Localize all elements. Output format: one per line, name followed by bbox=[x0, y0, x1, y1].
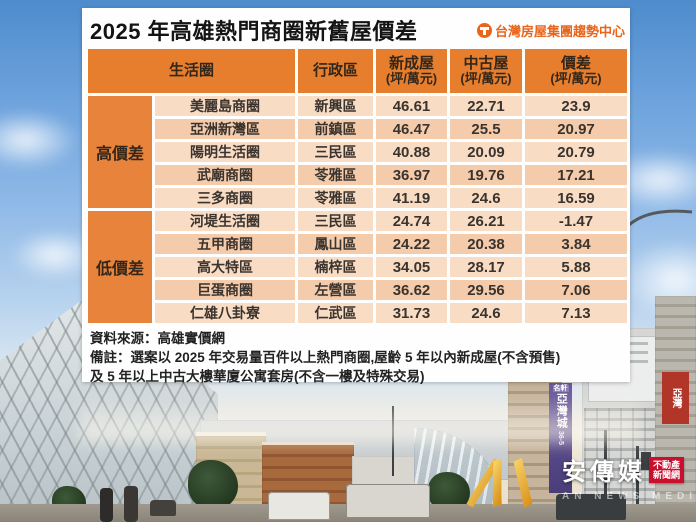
cell-value: 20.79 bbox=[525, 142, 627, 162]
cell-value: 36.97 bbox=[376, 165, 447, 185]
cell-district: 左營區 bbox=[298, 280, 373, 300]
horizon-haze bbox=[80, 395, 640, 441]
news-watermark: 安傳媒 不動產 新聞網 AN NEWS MEDIA bbox=[468, 452, 696, 518]
cell-value: 24.6 bbox=[450, 188, 522, 208]
tree bbox=[188, 460, 238, 510]
cell-value: 34.05 bbox=[376, 257, 447, 277]
remark-line-1: 備註：選案以 2025 年交易量百件以上熱門商圈,屋齡 5 年以內新成屋(不含預… bbox=[90, 350, 561, 365]
cell-value: 31.73 bbox=[376, 303, 447, 323]
col-header-label: 價差 bbox=[560, 54, 591, 72]
col-header-unit: (坪/萬元) bbox=[550, 71, 602, 87]
cell-value: 24.74 bbox=[376, 211, 447, 231]
infographic-panel: 2025 年高雄熱門商圈新舊屋價差 台灣房屋集團趨勢中心 生活圈 行政區 新成屋… bbox=[82, 8, 630, 384]
cell-value: 20.09 bbox=[450, 142, 522, 162]
banner-top-label: 名軒 bbox=[552, 385, 569, 393]
cell-value: 28.17 bbox=[450, 257, 522, 277]
cell-district: 苓雅區 bbox=[298, 188, 373, 208]
cell-life-circle: 巨蛋商圈 bbox=[155, 280, 295, 300]
cell-district: 三民區 bbox=[298, 211, 373, 231]
group-label: 高價差 bbox=[88, 96, 152, 208]
cell-value: 24.6 bbox=[450, 303, 522, 323]
cell-value: 46.47 bbox=[376, 119, 447, 139]
badge-line-1: 不動產 bbox=[653, 459, 681, 470]
cell-value: 3.84 bbox=[525, 234, 627, 254]
col-header-new-house: 新成屋 (坪/萬元) bbox=[376, 49, 447, 93]
cell-value: 41.19 bbox=[376, 188, 447, 208]
watermark-text-block: 安傳媒 不動產 新聞網 AN NEWS MEDIA bbox=[562, 452, 696, 502]
cell-value: 20.38 bbox=[450, 234, 522, 254]
brand-name: 台灣房屋集團趨勢中心 bbox=[494, 23, 625, 39]
cell-life-circle: 河堤生活圈 bbox=[155, 211, 295, 231]
remark-line-2: 及 5 年以上中古大樓華廈公寓套房(不含一樓及特殊交易) bbox=[90, 369, 425, 384]
cell-value: 7.06 bbox=[525, 280, 627, 300]
cell-value: 40.88 bbox=[376, 142, 447, 162]
group-label: 低價差 bbox=[88, 211, 152, 323]
dark-car bbox=[556, 494, 626, 520]
cell-life-circle: 亞洲新灣區 bbox=[155, 119, 295, 139]
cell-value: 22.71 bbox=[450, 96, 522, 116]
cell-life-circle: 高大特區 bbox=[155, 257, 295, 277]
utility-pole bbox=[636, 446, 639, 522]
flag-pole bbox=[392, 406, 394, 476]
table-group-high-gap: 高價差 美麗島商圈 新興區 46.61 22.71 23.9 亞洲新灣區 前鎮區 46.47 25… bbox=[88, 96, 627, 208]
cell-value: 5.88 bbox=[525, 257, 627, 277]
page-title: 2025 年高雄熱門商圈新舊屋價差 bbox=[90, 19, 418, 44]
data-source-note: 資料來源：高雄實價網 bbox=[90, 331, 225, 346]
cell-value: 16.59 bbox=[525, 188, 627, 208]
cell-life-circle: 陽明生活圈 bbox=[155, 142, 295, 162]
cell-value: 25.5 bbox=[450, 119, 522, 139]
table-group-low-gap: 低價差 河堤生活圈 三民區 24.74 26.21 -1.47 五甲商圈 鳳山區 24.22 20… bbox=[88, 211, 627, 323]
col-header-district: 行政區 bbox=[298, 49, 373, 93]
an-media-logo-icon bbox=[468, 458, 544, 508]
cell-value: 29.56 bbox=[450, 280, 522, 300]
scooter bbox=[150, 500, 176, 516]
cell-district: 楠梓區 bbox=[298, 257, 373, 277]
col-header-unit: (坪/萬元) bbox=[460, 71, 512, 87]
cell-district: 鳳山區 bbox=[298, 234, 373, 254]
traffic-light bbox=[641, 452, 651, 470]
cell-district: 仁武區 bbox=[298, 303, 373, 323]
col-header-old-house: 中古屋 (坪/萬元) bbox=[450, 49, 522, 93]
cell-life-circle: 仁雄八卦寮 bbox=[155, 303, 295, 323]
cell-life-circle: 美麗島商圈 bbox=[155, 96, 295, 116]
red-sign-text: 亞灣 bbox=[670, 388, 681, 408]
col-header-gap: 價差 (坪/萬元) bbox=[525, 49, 627, 93]
cell-value: 17.21 bbox=[525, 165, 627, 185]
badge-line-2: 新聞網 bbox=[653, 469, 681, 480]
col-header-label: 中古屋 bbox=[463, 54, 509, 72]
cell-life-circle: 三多商圈 bbox=[155, 188, 295, 208]
cell-value: 20.97 bbox=[525, 119, 627, 139]
cell-life-circle: 五甲商圈 bbox=[155, 234, 295, 254]
col-header-life-circle: 生活圈 bbox=[88, 49, 295, 93]
cell-value: -1.47 bbox=[525, 211, 627, 231]
brand-lockup: 台灣房屋集團趨勢中心 bbox=[476, 21, 625, 40]
col-header-unit: (坪/萬元) bbox=[385, 71, 438, 87]
cell-district: 前鎮區 bbox=[298, 119, 373, 139]
truck bbox=[346, 484, 430, 518]
cell-value: 36.62 bbox=[376, 280, 447, 300]
utility-pole bbox=[604, 430, 607, 522]
cell-value: 26.21 bbox=[450, 211, 522, 231]
cell-value: 7.13 bbox=[525, 303, 627, 323]
red-building-sign: 亞灣 bbox=[662, 372, 689, 424]
white-car bbox=[268, 492, 330, 520]
cell-value: 23.9 bbox=[525, 96, 627, 116]
cell-value: 19.76 bbox=[450, 165, 522, 185]
cell-district: 苓雅區 bbox=[298, 165, 373, 185]
watermark-badge: 不動產 新聞網 bbox=[649, 456, 685, 483]
cell-value: 24.22 bbox=[376, 234, 447, 254]
watermark-name: 安傳媒 bbox=[562, 459, 646, 486]
cell-life-circle: 武廟商圈 bbox=[155, 165, 295, 185]
taiwan-housing-logo-icon bbox=[476, 22, 492, 38]
pedestrian bbox=[100, 488, 113, 522]
watermark-subtitle: AN NEWS MEDIA bbox=[562, 491, 696, 502]
cell-district: 三民區 bbox=[298, 142, 373, 162]
pedestrian bbox=[124, 486, 138, 522]
cell-district: 新興區 bbox=[298, 96, 373, 116]
table-header-row: 生活圈 行政區 新成屋 (坪/萬元) 中古屋 (坪/萬元) 價差 (坪/萬元) bbox=[88, 49, 627, 93]
cell-value: 46.61 bbox=[376, 96, 447, 116]
col-header-label: 新成屋 bbox=[388, 54, 434, 72]
title-bar: 2025 年高雄熱門商圈新舊屋價差 台灣房屋集團趨勢中心 bbox=[90, 14, 625, 46]
